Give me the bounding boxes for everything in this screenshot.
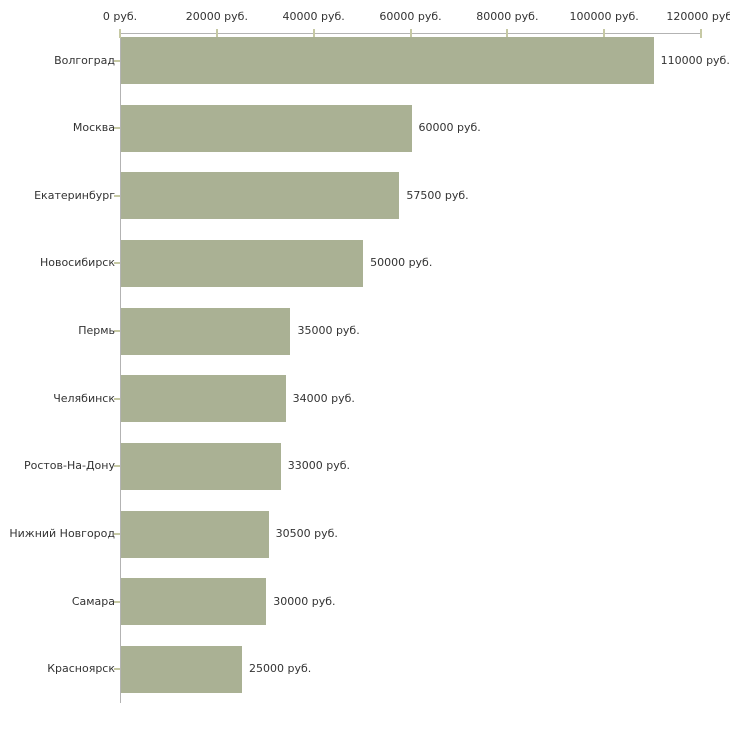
value-label: 30000 руб. [273, 594, 336, 608]
x-tick [603, 29, 606, 38]
y-tick [114, 533, 120, 536]
y-tick [114, 330, 120, 333]
y-axis-line [120, 33, 121, 703]
category-label: Нижний Новгород [9, 527, 115, 541]
x-tick [506, 29, 509, 38]
category-label: Челябинск [53, 391, 115, 405]
y-tick [114, 127, 120, 130]
bar [121, 510, 269, 558]
category-label: Красноярск [47, 662, 115, 676]
bar [121, 645, 243, 693]
category-label: Волгоград [54, 53, 115, 67]
bar [121, 442, 281, 490]
x-tick-label: 100000 руб. [569, 10, 639, 23]
bar [121, 239, 364, 287]
category-label: Пермь [78, 324, 115, 338]
value-label: 34000 руб. [292, 391, 355, 405]
x-tick-label: 120000 руб. [666, 10, 730, 23]
bar [121, 307, 291, 355]
bar [121, 104, 412, 152]
value-label: 35000 руб. [297, 324, 360, 338]
y-tick [114, 59, 120, 62]
value-label: 25000 руб. [249, 662, 312, 676]
value-label: 57500 руб. [406, 188, 469, 202]
x-tick-label: 60000 руб. [379, 10, 442, 23]
x-tick-label: 80000 руб. [476, 10, 539, 23]
category-label: Москва [72, 121, 115, 135]
y-tick [114, 668, 120, 671]
y-tick [114, 465, 120, 468]
category-label: Ростов-На-Дону [23, 459, 115, 473]
category-label: Новосибирск [39, 256, 115, 270]
y-tick [114, 397, 120, 400]
x-tick [409, 29, 412, 38]
y-tick [114, 262, 120, 265]
x-tick [700, 29, 702, 38]
value-label: 60000 руб. [418, 121, 481, 135]
bar [121, 578, 267, 626]
x-tick [215, 29, 218, 38]
x-tick-label: 20000 руб. [185, 10, 248, 23]
x-tick-label: 40000 руб. [282, 10, 345, 23]
value-label: 110000 руб. [660, 53, 730, 67]
value-label: 30500 руб. [275, 527, 338, 541]
y-tick [114, 600, 120, 603]
x-tick [119, 29, 121, 38]
value-label: 33000 руб. [287, 459, 351, 473]
bar [121, 37, 654, 84]
category-label: Екатеринбург [34, 188, 115, 202]
bar [121, 375, 286, 423]
x-tick [312, 29, 315, 38]
x-tick-label: 0 руб. [102, 10, 138, 23]
bar [121, 172, 400, 220]
y-tick [114, 194, 120, 197]
category-label: Самара [71, 594, 115, 608]
value-label: 50000 руб. [370, 256, 433, 270]
